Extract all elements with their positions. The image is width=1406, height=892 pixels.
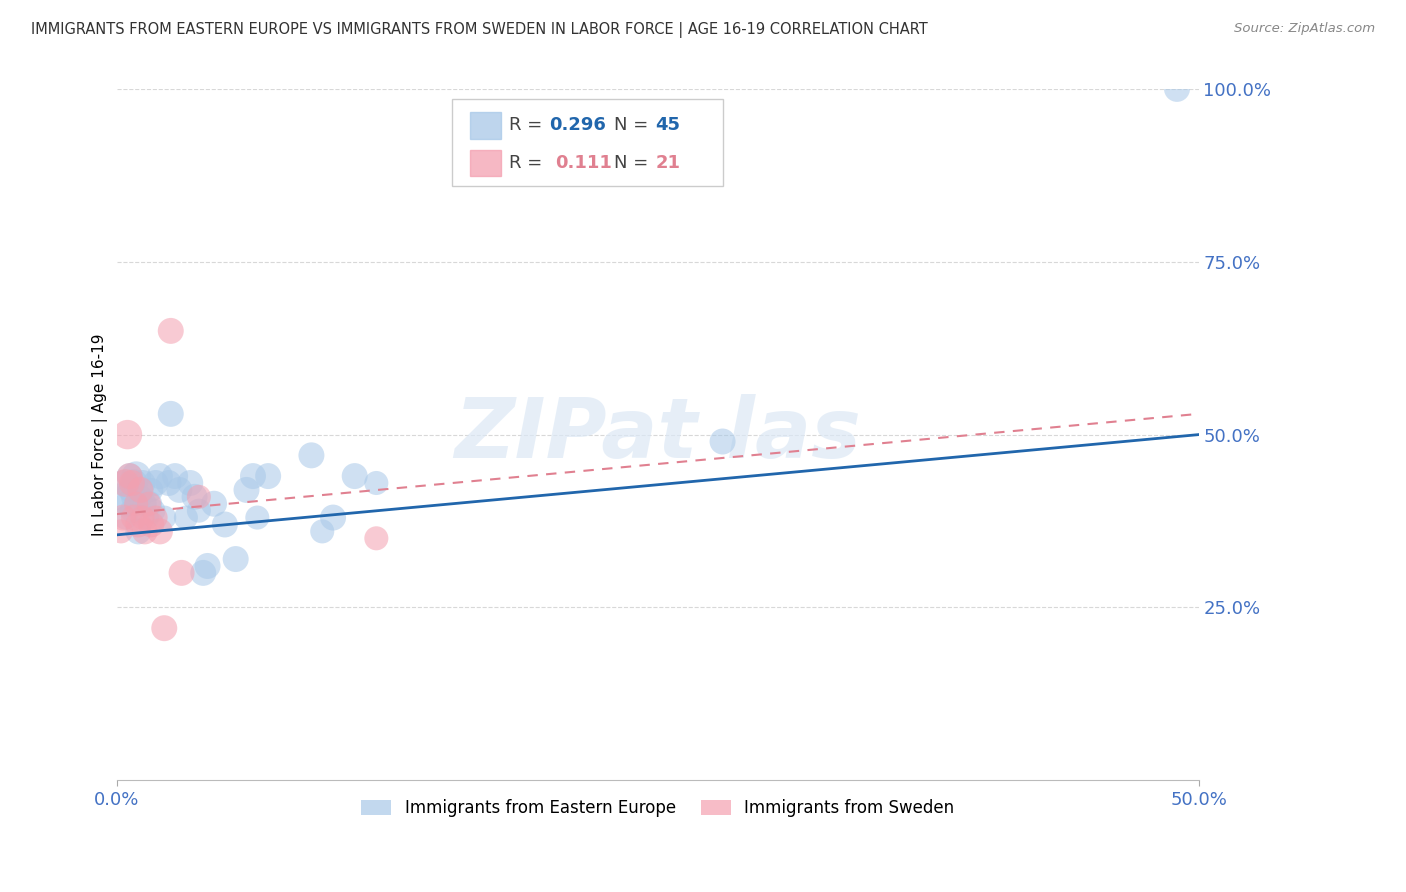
Point (112, 510, 135, 524)
Legend: Immigrants from Eastern Europe, Immigrants from Sweden: Immigrants from Eastern Europe, Immigran… (354, 792, 960, 824)
Text: R =: R = (509, 153, 554, 172)
Text: ZIPat las: ZIPat las (454, 394, 860, 475)
Point (246, 510, 269, 524)
Point (138, 497, 160, 511)
Point (214, 517, 236, 532)
Point (134, 497, 156, 511)
Point (193, 566, 215, 580)
Point (711, 434, 734, 449)
Point (112, 475, 135, 490)
Y-axis label: In Labor Force | Age 16-19: In Labor Force | Age 16-19 (93, 334, 108, 536)
Text: R =: R = (509, 116, 548, 135)
Text: 21: 21 (655, 153, 681, 172)
Point (169, 483, 191, 497)
Point (117, 497, 139, 511)
Point (121, 475, 143, 490)
Point (187, 490, 209, 504)
Point (153, 510, 176, 524)
Point (118, 469, 141, 483)
Point (125, 497, 148, 511)
Point (153, 621, 176, 635)
Point (122, 510, 145, 524)
Point (136, 510, 159, 524)
Text: 0.296: 0.296 (550, 116, 606, 135)
Text: Source: ZipAtlas.com: Source: ZipAtlas.com (1234, 22, 1375, 36)
Point (242, 469, 264, 483)
Point (125, 469, 148, 483)
Point (110, 524, 132, 539)
Text: IMMIGRANTS FROM EASTERN EUROPE VS IMMIGRANTS FROM SWEDEN IN LABOR FORCE | AGE 16: IMMIGRANTS FROM EASTERN EUROPE VS IMMIGR… (31, 22, 928, 38)
Point (131, 510, 153, 524)
Point (311, 524, 333, 539)
Point (127, 517, 149, 532)
Point (183, 490, 205, 504)
Point (1166, 82, 1188, 96)
Point (174, 510, 197, 524)
Point (114, 510, 136, 524)
Point (299, 448, 322, 462)
Point (202, 497, 225, 511)
Point (159, 324, 181, 338)
Point (131, 475, 153, 490)
Point (366, 531, 388, 545)
Point (197, 558, 219, 573)
Point (127, 524, 149, 539)
Bar (471, 150, 501, 176)
Point (134, 524, 156, 539)
Point (322, 510, 344, 524)
Point (110, 490, 132, 504)
Point (235, 483, 257, 497)
Point (157, 475, 180, 490)
FancyBboxPatch shape (453, 99, 723, 186)
Point (165, 469, 187, 483)
Point (141, 517, 163, 532)
Point (170, 566, 193, 580)
Point (149, 469, 172, 483)
Text: N =: N = (614, 153, 654, 172)
Point (257, 469, 280, 483)
Point (141, 483, 163, 497)
Point (149, 524, 172, 539)
Point (145, 475, 167, 490)
Point (129, 483, 152, 497)
Point (225, 552, 247, 566)
Point (118, 483, 141, 497)
Point (122, 490, 145, 504)
Text: 0.111: 0.111 (555, 153, 612, 172)
Point (117, 427, 139, 442)
Point (122, 475, 145, 490)
Point (179, 475, 201, 490)
Point (145, 510, 167, 524)
Point (366, 475, 388, 490)
Point (118, 469, 141, 483)
Text: N =: N = (614, 116, 654, 135)
Point (129, 490, 152, 504)
Point (187, 503, 209, 517)
Point (114, 475, 136, 490)
Point (121, 503, 143, 517)
Bar (471, 112, 501, 138)
Point (159, 407, 181, 421)
Point (138, 497, 160, 511)
Text: 45: 45 (655, 116, 681, 135)
Point (142, 503, 165, 517)
Point (343, 469, 366, 483)
